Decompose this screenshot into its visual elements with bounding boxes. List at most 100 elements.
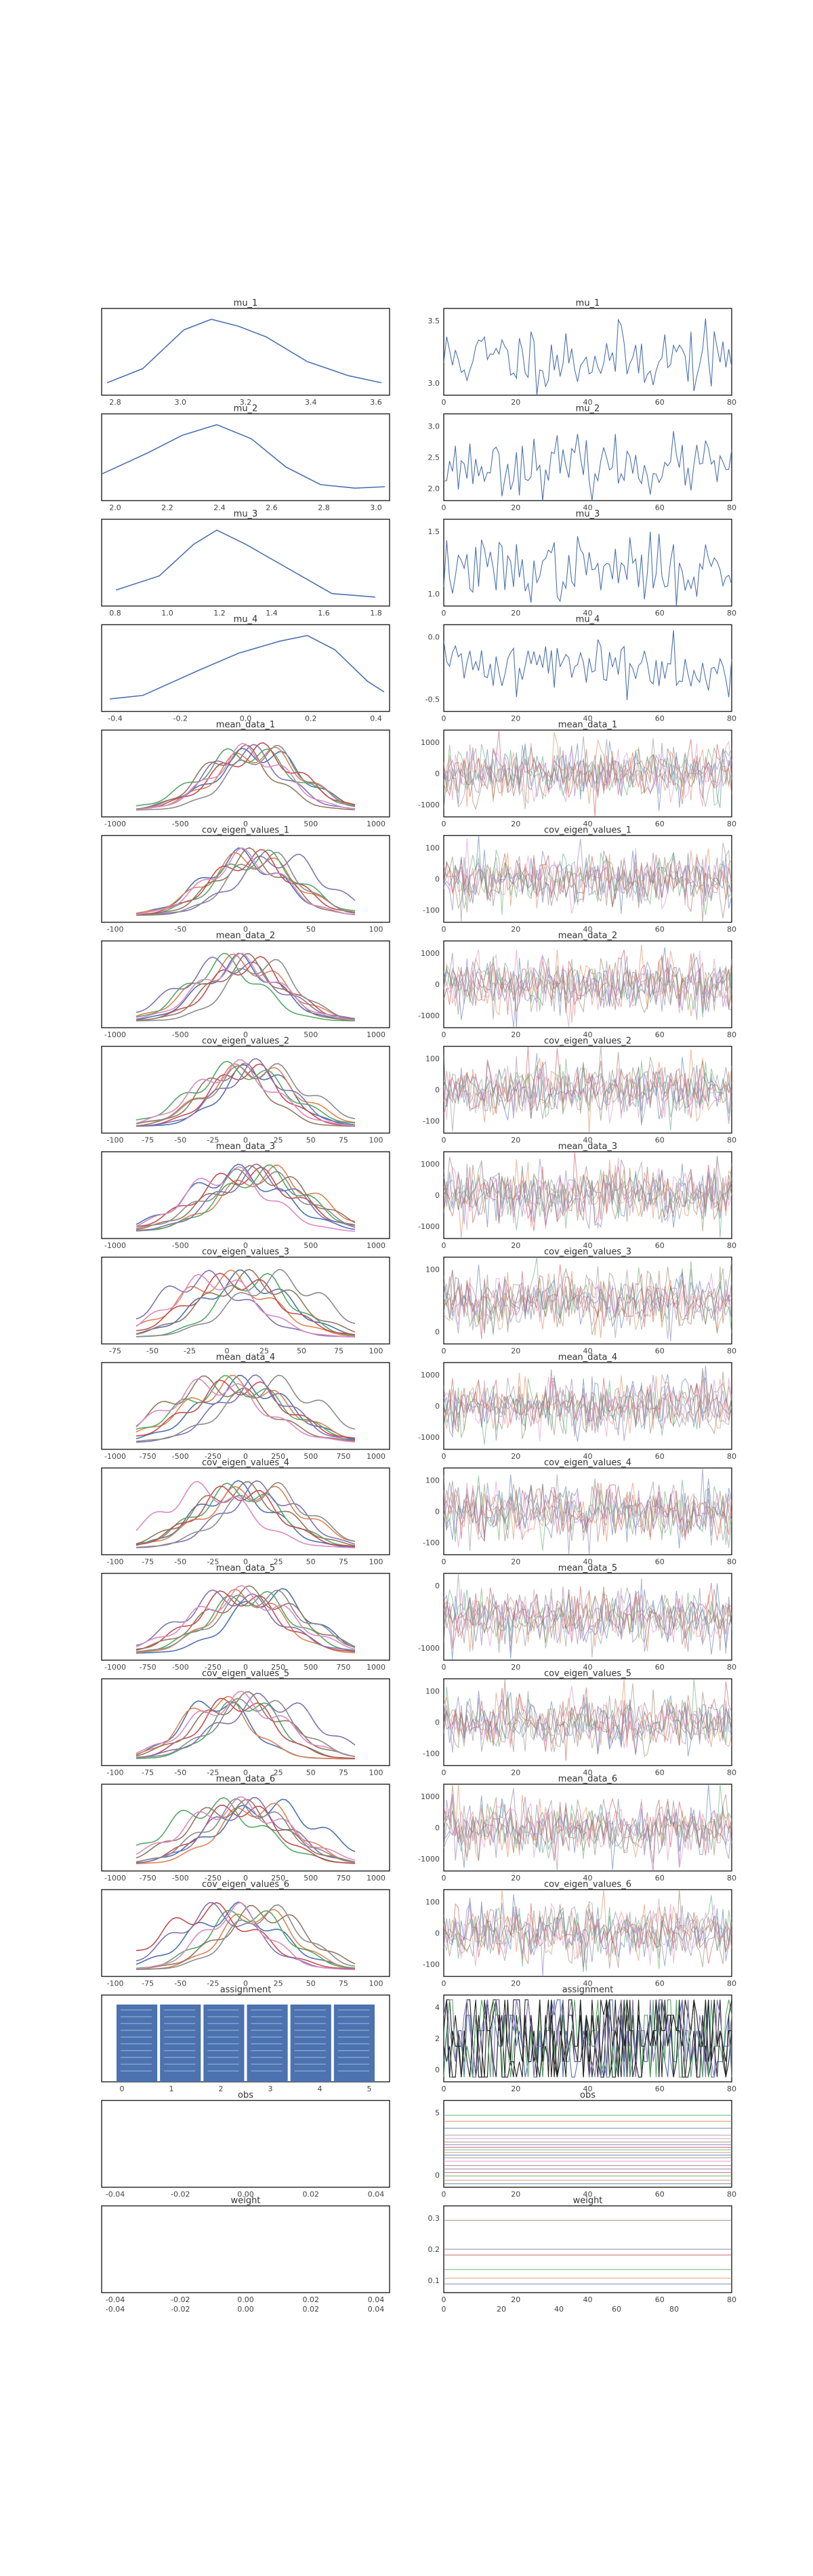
x-tick-label: 20 [511, 2085, 520, 2093]
x-tick-label: 2 [219, 2085, 224, 2093]
trace-chain-line [443, 1898, 732, 1967]
x-tick-label: 0 [442, 504, 446, 512]
x-tick-label: 0 [225, 1347, 230, 1356]
plot-frame [443, 1994, 732, 2082]
x-tick-label: 0 [442, 2295, 446, 2304]
x-tick-label: 60 [655, 820, 665, 828]
x-tick-label: 0 [243, 1030, 248, 1039]
kde-chain-line [136, 952, 356, 1021]
kde-chain-line [136, 1375, 356, 1442]
x-tick-label: 500 [304, 1874, 318, 1883]
x-tick-label-bottom: -0.04 [106, 2305, 125, 2314]
plot-frame [101, 1256, 390, 1345]
y-tick-label: 2 [435, 2034, 440, 2043]
x-tick-label: 40 [583, 1347, 593, 1356]
x-tick-label: -25 [207, 1979, 219, 1988]
x-tick-label: 100 [369, 925, 383, 934]
x-tick-label: -25 [207, 1136, 219, 1145]
y-tick-label: 2.5 [428, 454, 440, 462]
x-tick-label: 20 [511, 1769, 520, 1777]
x-tick-label: 3 [268, 2085, 273, 2093]
x-tick-label: 40 [583, 398, 593, 407]
x-tick-label: 20 [511, 1558, 520, 1567]
x-tick-label: 80 [727, 1452, 736, 1461]
x-tick-label: 40 [583, 1241, 593, 1250]
subplot-title: mean_data_4 [216, 1352, 275, 1363]
y-tick-label: 0 [435, 1929, 440, 1938]
y-tick-label: 1.5 [428, 527, 440, 536]
trace-chain-line [443, 1481, 732, 1548]
trace-chain-line [443, 1784, 732, 1857]
kde-chain-line [136, 1269, 356, 1335]
x-tick-label: -25 [207, 1558, 219, 1567]
subplot-mean_data_6-trace: mean_data_6 0 20 40 60 80 -1000 0 1000 [418, 1774, 736, 1883]
trace-chain-line [443, 1481, 732, 1542]
x-tick-label: 20 [511, 715, 520, 723]
x-tick-label: 0 [243, 1558, 248, 1567]
trace-chain-line [443, 1375, 732, 1441]
kde-chain-line [136, 1589, 356, 1652]
kde-chain-line [136, 1058, 356, 1127]
x-tick-label: 1000 [367, 1874, 385, 1883]
plot-frame [101, 1573, 390, 1661]
x-tick-label: 2.2 [161, 504, 173, 512]
trace-chain-line [443, 1586, 732, 1651]
plot-frame [443, 1362, 732, 1450]
x-tick-label: 0 [442, 2085, 446, 2093]
subplot-cov_eigen_values_3-trace: cov_eigen_values_3 0 20 40 60 80 0 100 [425, 1247, 736, 1356]
x-tick-label: 25 [274, 1136, 283, 1145]
x-tick-label: 0 [442, 1452, 446, 1461]
x-tick-label: 25 [274, 1769, 283, 1777]
x-tick-label: -75 [142, 1769, 154, 1777]
subplot-cov_eigen_values_2-trace: cov_eigen_values_2 0 20 40 60 80 -100 0 100 [423, 1037, 736, 1145]
x-tick-label: 0.00 [237, 2295, 254, 2304]
plot-frame [443, 1256, 732, 1345]
x-tick-label: 0 [442, 715, 446, 723]
hist-bar [247, 2005, 288, 2082]
plot-frame [443, 2099, 732, 2188]
y-tick-label: -100 [423, 906, 440, 915]
y-tick-label: 1000 [421, 1792, 440, 1801]
x-tick-label: 2.0 [109, 504, 121, 512]
kde-chain-line [136, 847, 356, 915]
kde-chain-line [136, 956, 356, 1021]
kde-line [106, 319, 382, 384]
kde-chain-line [136, 849, 356, 915]
plot-frame [101, 624, 390, 712]
kde-chain-line [136, 1695, 355, 1760]
x-tick-label: 40 [583, 1136, 593, 1145]
x-tick-label: 50 [306, 1136, 316, 1145]
plot-frame [101, 308, 390, 396]
x-tick-label: 40 [583, 2085, 593, 2093]
x-tick-label: 40 [583, 1558, 593, 1567]
y-tick-label: -1000 [418, 1644, 440, 1653]
plot-frame [101, 2205, 390, 2293]
x-tick-label: 1.4 [266, 609, 278, 618]
plot-frame [443, 624, 732, 712]
subplot-title: mu_3 [234, 509, 258, 519]
y-tick-label: 100 [425, 1687, 440, 1696]
plot-frame [101, 1362, 390, 1450]
x-tick-label: -50 [174, 1979, 186, 1988]
trace-chain-line [443, 1784, 732, 1859]
subplot-title: cov_eigen_values_3 [202, 1247, 289, 1257]
subplot-obs-trace: obs 0 20 40 60 80 0 5 [435, 2091, 736, 2199]
x-tick-label: 0 [243, 1979, 248, 1988]
trace-chain-line [443, 1155, 732, 1224]
kde-chain-line [136, 1164, 356, 1232]
x-tick-label: 80 [727, 1663, 736, 1672]
trace-chain-line [443, 1903, 732, 1965]
x-tick-label: 0 [243, 1769, 248, 1777]
plot-frame [101, 1151, 390, 1239]
x-tick-label: 500 [304, 1241, 318, 1250]
x-tick-label: 0 [442, 1769, 446, 1777]
subplot-mean_data_4-posterior: mean_data_4 -1000 -750 -500 -250 0 250 500 750 10… [101, 1352, 390, 1461]
kde-chain-line [136, 1480, 356, 1548]
x-tick-label: 60 [655, 2190, 665, 2199]
trace-chain-line [443, 1064, 732, 1124]
subplot-mean_data_2-posterior: mean_data_2 -1000 -500 0 500 1000 [101, 931, 390, 1039]
x-tick-label: 60 [655, 609, 665, 618]
trace-chain-line [443, 1798, 732, 1872]
x-tick-label: -100 [107, 1136, 124, 1145]
x-tick-label: -50 [174, 1136, 186, 1145]
